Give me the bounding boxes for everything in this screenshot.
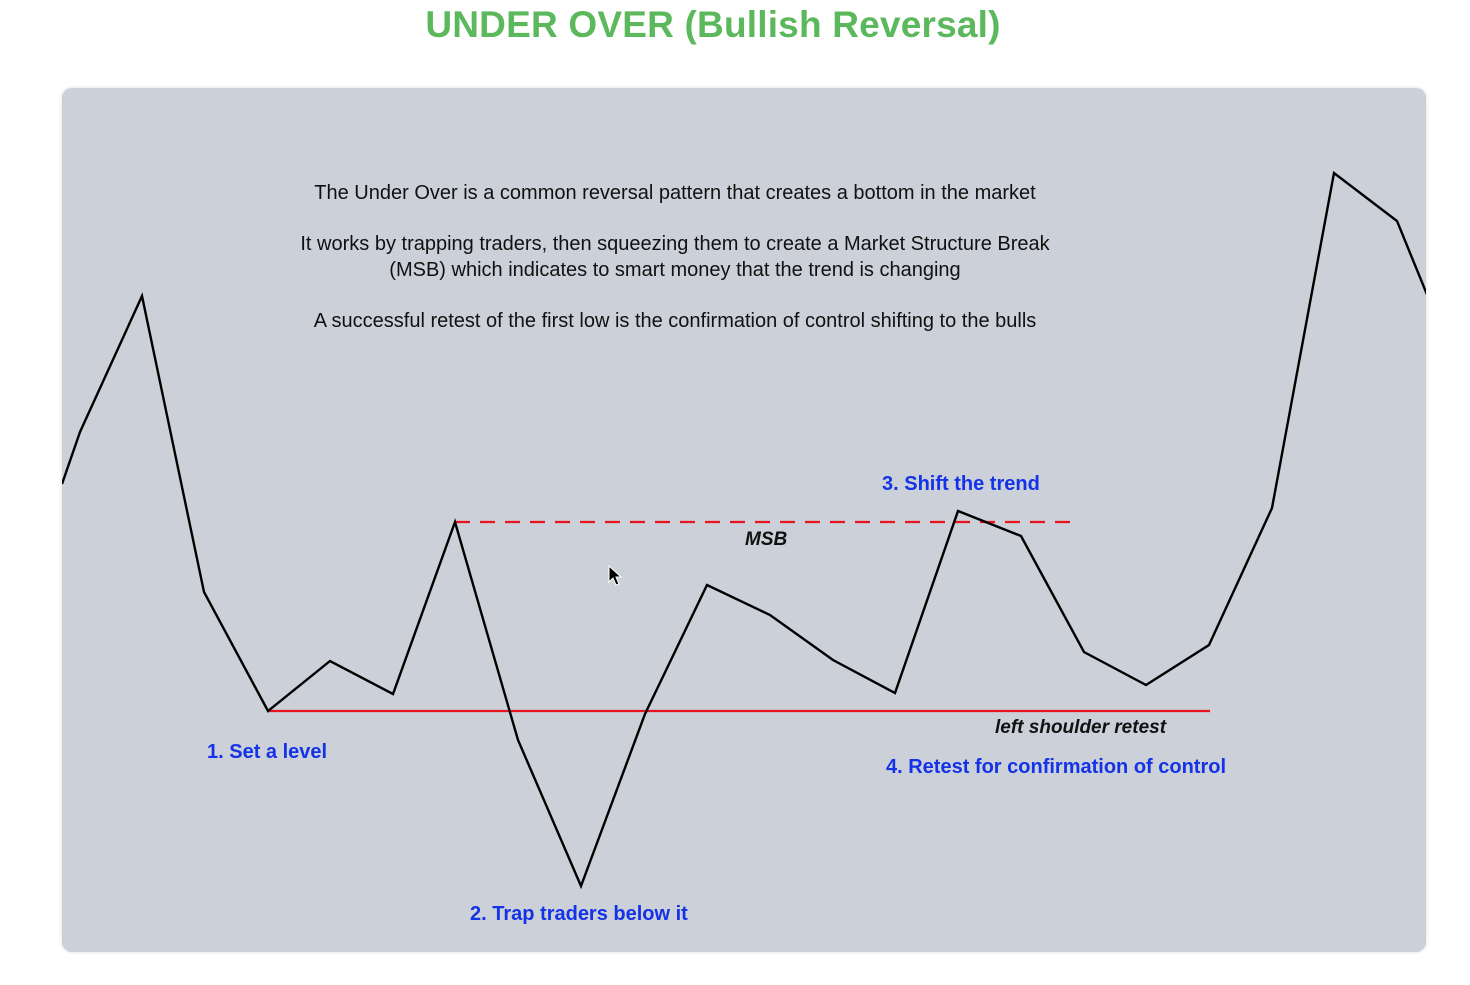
left-shoulder-retest-label: left shoulder retest: [995, 717, 1167, 738]
msb-label: MSB: [745, 529, 788, 550]
step-4-label: 4. Retest for confirmation of control: [886, 756, 1227, 778]
step-2-label: 2. Trap traders below it: [470, 903, 688, 925]
mouse-pointer-icon: [608, 565, 623, 586]
description-line-2-cont: (MSB) which indicates to smart money tha…: [389, 259, 961, 281]
diagram-panel: [62, 88, 1426, 952]
price-line: [62, 170, 1426, 890]
description-line-2: It works by trapping traders, then squee…: [300, 233, 1050, 255]
step-3-label: 3. Shift the trend: [882, 473, 1040, 495]
description-line-3: A successful retest of the first low is …: [313, 310, 1037, 332]
page-title: UNDER OVER (Bullish Reversal): [425, 4, 1001, 45]
step-1-label: 1. Set a level: [207, 741, 328, 763]
description-line-1: The Under Over is a common reversal patt…: [314, 182, 1036, 204]
